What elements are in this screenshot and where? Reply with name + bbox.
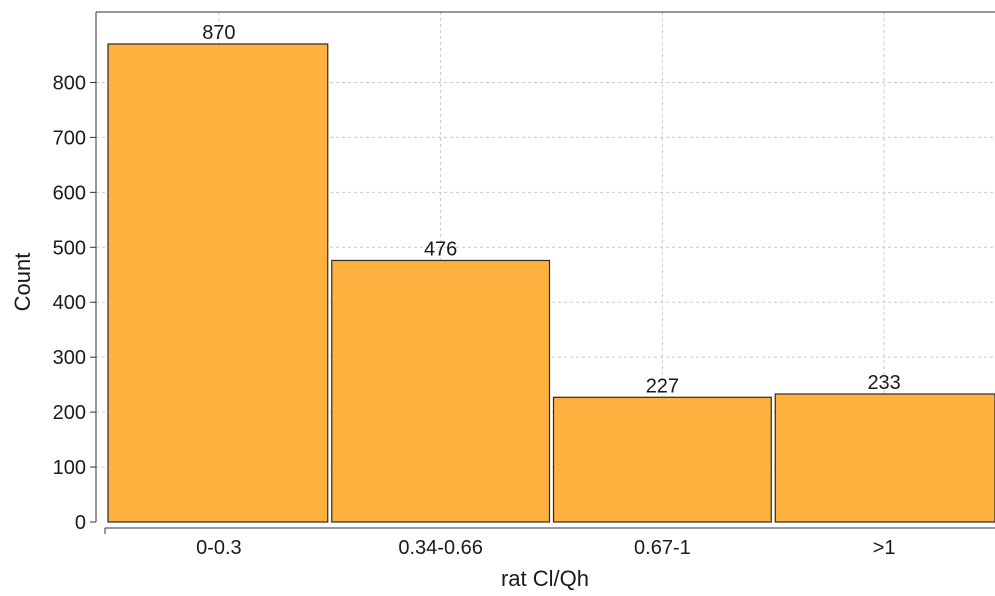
- y-tick-label: 600: [53, 182, 86, 204]
- bar-value-label: 227: [646, 375, 679, 397]
- axes: [95, 11, 995, 529]
- y-tick-label: 0: [75, 512, 86, 534]
- bar-value-label: 476: [424, 238, 457, 260]
- bar: [774, 393, 995, 523]
- x-axis-title: rat Cl/Qh: [501, 566, 589, 591]
- x-tick-label: 0.34-0.66: [398, 537, 483, 559]
- y-tick-label: 800: [53, 72, 86, 94]
- y-axis-ticks: 0 100 200 300 400 500 600 700 800: [53, 72, 96, 534]
- bars: [107, 43, 995, 523]
- bar-value-label: 870: [202, 22, 235, 44]
- y-tick-label: 400: [53, 292, 86, 314]
- bar-value-label: 233: [867, 372, 900, 394]
- y-tick-label: 200: [53, 402, 86, 424]
- y-tick-label: 700: [53, 127, 86, 149]
- bar: [331, 259, 551, 523]
- x-tick-label: 0.67-1: [634, 537, 691, 559]
- x-tick-label: 0-0.3: [196, 537, 242, 559]
- y-axis-title: Count: [10, 253, 35, 312]
- y-tick-label: 100: [53, 457, 86, 479]
- y-tick-label: 300: [53, 347, 86, 369]
- bar: [552, 396, 772, 523]
- bar: [107, 43, 329, 523]
- bar-value-labels: 870 476 227 233: [202, 22, 901, 397]
- y-tick-label: 500: [53, 237, 86, 259]
- x-tick-label: >1: [873, 537, 896, 559]
- x-axis-ticks: 0-0.3 0.34-0.66 0.67-1 >1: [104, 528, 896, 559]
